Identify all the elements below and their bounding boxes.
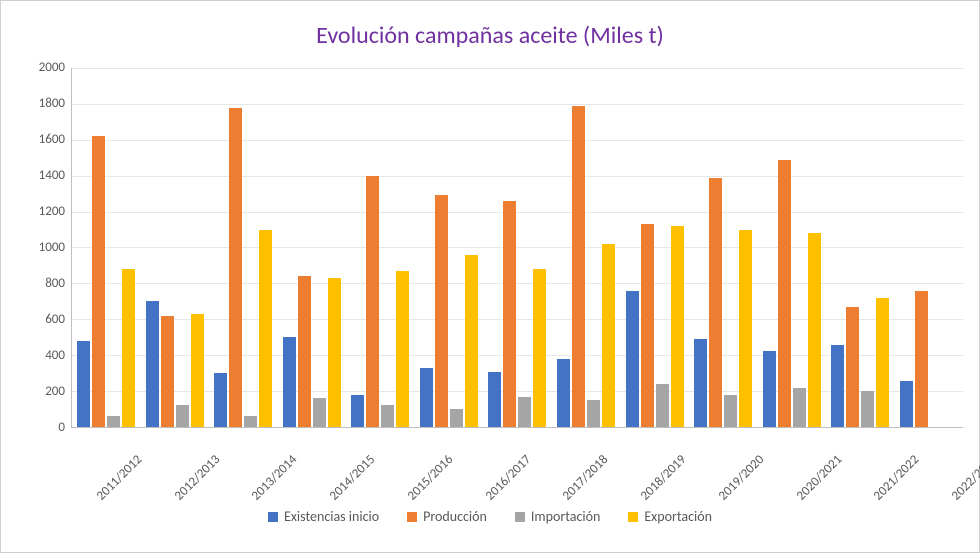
category-group <box>415 68 484 427</box>
bar <box>191 314 204 427</box>
category-group <box>141 68 210 427</box>
bar <box>161 316 174 427</box>
bar <box>831 345 844 427</box>
bar <box>656 384 669 427</box>
plot-area <box>71 68 963 428</box>
bar <box>572 106 585 427</box>
bar <box>778 160 791 427</box>
bar <box>381 405 394 427</box>
category-group <box>757 68 826 427</box>
bar <box>602 244 615 427</box>
bar <box>92 136 105 427</box>
bar <box>587 400 600 427</box>
bar <box>283 337 296 427</box>
bars-layer <box>72 68 963 427</box>
category-group <box>894 68 963 427</box>
bar <box>176 405 189 427</box>
category-group <box>620 68 689 427</box>
category-group <box>278 68 347 427</box>
bar <box>846 307 859 427</box>
bar <box>214 373 227 427</box>
category-group <box>72 68 141 427</box>
bar <box>739 230 752 427</box>
bar <box>229 108 242 428</box>
bar <box>107 416 120 427</box>
category-group <box>552 68 621 427</box>
bar <box>626 291 639 427</box>
bar <box>450 409 463 427</box>
bar <box>313 398 326 427</box>
bar <box>259 230 272 427</box>
bar <box>122 269 135 427</box>
bar <box>694 339 707 427</box>
bar <box>808 233 821 427</box>
bar <box>763 351 776 427</box>
bar <box>465 255 478 427</box>
bar <box>146 301 159 427</box>
bar <box>900 381 913 427</box>
x-axis: 2011/20122012/20132013/20142014/20152015… <box>71 428 963 498</box>
bar <box>861 391 874 427</box>
bar <box>503 201 516 427</box>
bar <box>366 176 379 427</box>
plot-wrapper: 2000180016001400120010008006004002000 <box>17 68 963 428</box>
category-group <box>483 68 552 427</box>
bar <box>724 395 737 427</box>
bar <box>557 359 570 427</box>
bar <box>420 368 433 427</box>
category-group <box>346 68 415 427</box>
category-group <box>826 68 895 427</box>
legend-swatch <box>407 512 417 522</box>
bar <box>709 178 722 428</box>
bar <box>876 298 889 427</box>
bar <box>533 269 546 427</box>
bar <box>328 278 341 427</box>
bar <box>244 416 257 427</box>
chart-title: Evolución campañas aceite (Miles t) <box>17 21 963 50</box>
bar <box>793 388 806 427</box>
category-group <box>209 68 278 427</box>
chart-container: Evolución campañas aceite (Miles t) 2000… <box>0 0 980 553</box>
bar <box>488 372 501 427</box>
bar <box>641 224 654 427</box>
bar <box>77 341 90 427</box>
bar <box>298 276 311 427</box>
category-group <box>689 68 758 427</box>
y-axis: 2000180016001400120010008006004002000 <box>17 68 71 428</box>
bar <box>435 195 448 427</box>
bar <box>351 395 364 427</box>
bar <box>915 291 928 427</box>
bar <box>671 226 684 427</box>
bar <box>396 271 409 427</box>
bar <box>518 397 531 428</box>
